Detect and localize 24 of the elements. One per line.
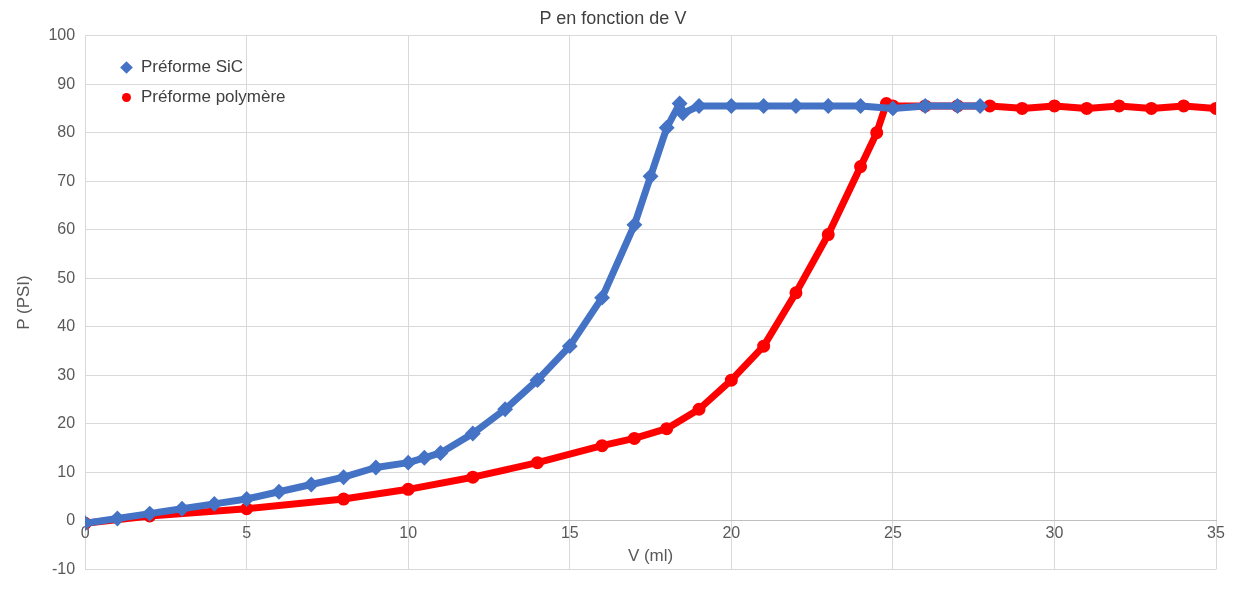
y-tick-label: 90 — [57, 74, 76, 92]
legend-label: Préforme SiC — [141, 57, 244, 77]
x-tick-label: 35 — [1207, 523, 1225, 541]
x-tick-label: 15 — [560, 523, 579, 541]
y-tick-label: 60 — [57, 220, 76, 238]
y-tick-label: 10 — [57, 462, 76, 480]
y-tick-label: 0 — [66, 511, 76, 529]
y-tick-label: 80 — [57, 123, 76, 141]
y-tick-label: -10 — [51, 559, 76, 577]
legend-label: Préforme polymère — [141, 87, 286, 107]
y-tick-label: 40 — [57, 317, 76, 335]
x-tick-label: 20 — [722, 523, 741, 541]
x-tick-label: 10 — [399, 523, 418, 541]
y-tick-label: 100 — [48, 26, 76, 44]
x-tick-label: 5 — [242, 523, 252, 541]
y-tick-label: 50 — [57, 268, 76, 286]
y-tick-label: 70 — [57, 171, 76, 189]
x-tick-label: 25 — [883, 523, 902, 541]
x-tick-label: 30 — [1045, 523, 1064, 541]
chart-title: P en fonction de V — [539, 7, 687, 28]
x-axis-title: V (ml) — [627, 545, 674, 565]
y-axis-title: P (PSI) — [13, 275, 33, 330]
y-tick-label: 30 — [57, 365, 76, 383]
y-tick-label: 20 — [57, 414, 76, 432]
